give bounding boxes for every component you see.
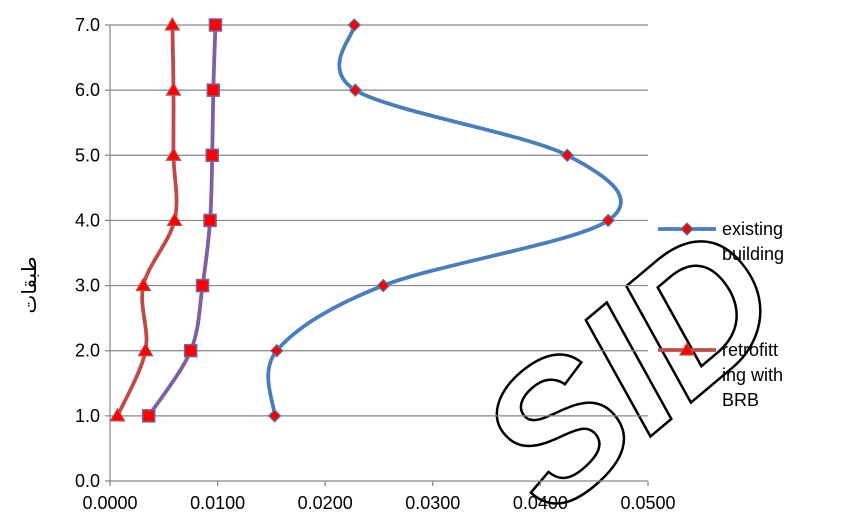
data-point	[208, 18, 223, 32]
y-tick-label: 4.0	[75, 210, 100, 230]
legend-marker	[678, 341, 696, 356]
series	[109, 16, 623, 423]
x-tick-label: 0.0500	[620, 493, 675, 513]
y-tick-label: 1.0	[75, 406, 100, 426]
y-tick-labels: 0.0 1.0 2.0 3.0 4.0 5.0 6.0 7.0	[75, 15, 100, 491]
data-point	[183, 343, 198, 358]
x-tick-label: 0.0300	[405, 493, 460, 513]
y-tick-label: 2.0	[75, 341, 100, 361]
x-tick-label: 0.0200	[298, 493, 353, 513]
data-point	[165, 81, 182, 96]
legend-marker	[680, 222, 694, 236]
legend: existing building retrofitt ing with BRB	[658, 219, 784, 410]
data-point	[267, 409, 282, 423]
data-point	[195, 278, 210, 293]
legend-item: existing building	[658, 219, 784, 264]
data-point	[165, 147, 182, 161]
data-point	[135, 277, 152, 292]
data-point	[206, 83, 221, 97]
data-point	[166, 212, 183, 227]
y-tick-label: 6.0	[75, 80, 100, 100]
data-point	[141, 409, 156, 423]
data-point	[560, 148, 575, 163]
series-1	[266, 18, 623, 423]
x-tick-labels: 0.0000 0.0100 0.0200 0.0300 0.0400 0.0500	[82, 493, 675, 513]
legend-label: BRB	[722, 390, 759, 410]
y-tick-label: 0.0	[75, 471, 100, 491]
x-tick-label: 0.0000	[82, 493, 137, 513]
data-point	[164, 16, 181, 31]
data-point	[109, 407, 126, 422]
data-point	[376, 278, 391, 293]
data-point	[347, 18, 362, 32]
y-tick-label: 7.0	[75, 15, 100, 35]
data-point	[348, 83, 363, 97]
y-tick-label: 5.0	[75, 145, 100, 165]
y-axis-title: طبقات	[17, 257, 41, 314]
data-point	[137, 342, 154, 357]
axes	[105, 24, 649, 486]
data-point	[205, 148, 219, 163]
legend-label: building	[722, 244, 784, 264]
data-point	[269, 343, 284, 358]
legend-label: retrofitt	[722, 340, 778, 360]
y-tick-label: 3.0	[75, 276, 100, 296]
series-3	[141, 18, 223, 423]
legend-label: ing with	[722, 365, 783, 385]
data-point	[203, 213, 217, 228]
series-2	[109, 16, 183, 422]
legend-item: retrofitt ing with BRB	[658, 340, 783, 410]
legend-label: existing	[722, 219, 783, 239]
data-point	[601, 213, 616, 228]
x-tick-label: 0.0100	[190, 493, 245, 513]
x-tick-label: 0.0400	[513, 493, 568, 513]
